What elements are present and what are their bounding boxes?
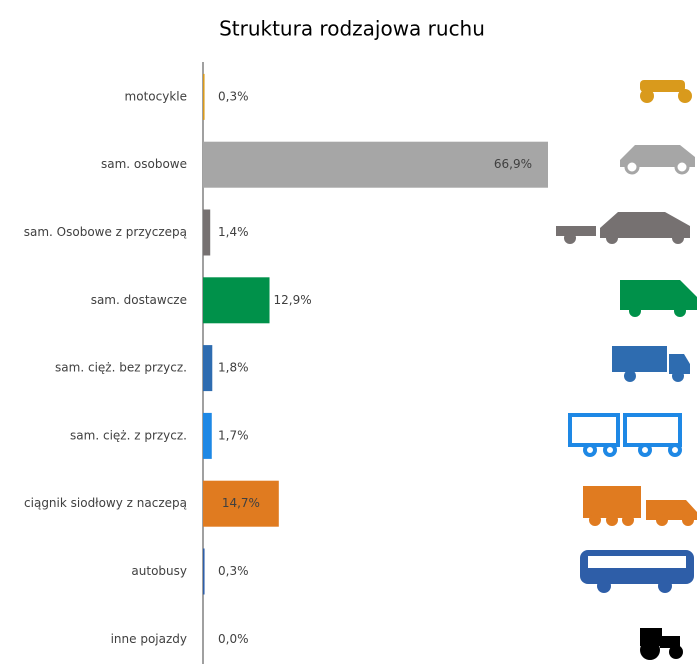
bar bbox=[203, 412, 212, 459]
category-label: motocykle bbox=[125, 89, 187, 103]
bar bbox=[203, 548, 205, 595]
category-label: sam. cięż. z przycz. bbox=[70, 428, 187, 442]
bar bbox=[203, 345, 213, 392]
value-label: 1,8% bbox=[218, 361, 249, 375]
category-label: sam. Osobowe z przyczepą bbox=[24, 225, 187, 239]
category-label: ciągnik siodłowy z naczepą bbox=[24, 496, 187, 510]
chart-title: Struktura rodzajowa ruchu bbox=[219, 17, 485, 41]
value-label: 14,7% bbox=[222, 496, 260, 510]
bar bbox=[203, 277, 270, 324]
value-label: 66,9% bbox=[494, 157, 532, 171]
category-label: autobusy bbox=[131, 564, 187, 578]
value-label: 12,9% bbox=[274, 293, 312, 307]
value-label: 0,3% bbox=[218, 89, 249, 103]
value-label: 0,0% bbox=[218, 632, 249, 646]
category-label: sam. dostawcze bbox=[91, 293, 187, 307]
value-label: 0,3% bbox=[218, 564, 249, 578]
bar bbox=[203, 480, 279, 527]
bar bbox=[203, 141, 548, 188]
icons bbox=[556, 80, 697, 660]
bar bbox=[203, 73, 205, 120]
category-label: sam. osobowe bbox=[101, 157, 187, 171]
bar bbox=[203, 209, 211, 256]
value-label: 1,7% bbox=[218, 428, 249, 442]
category-label: sam. cięż. bez przycz. bbox=[55, 361, 187, 375]
value-label: 1,4% bbox=[218, 225, 249, 239]
category-label: inne pojazdy bbox=[111, 632, 187, 646]
